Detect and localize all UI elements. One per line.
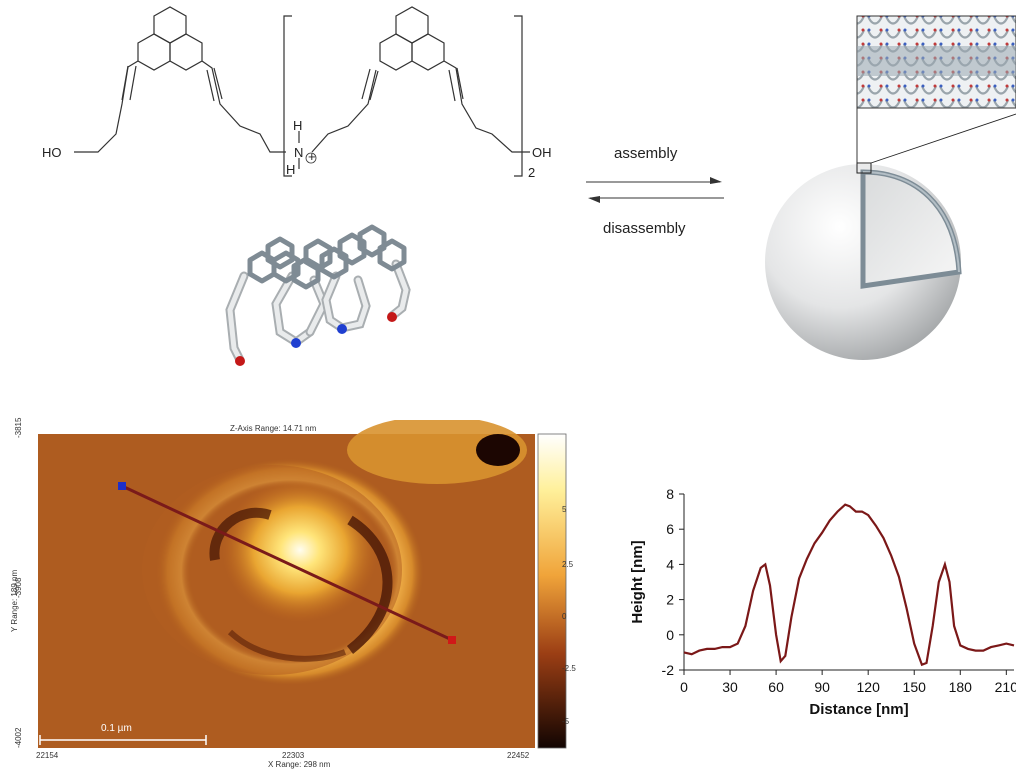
repeat-subscript: 2: [528, 165, 535, 180]
afm-height-image: [38, 420, 567, 749]
afm-x-tick-right: 22452: [507, 751, 530, 760]
afm-x-tick-mid: 22303: [282, 751, 305, 760]
x-tick-label: 0: [680, 679, 688, 695]
afm-x-axis-label: X Range: 298 nm: [268, 760, 331, 769]
x-tick-label: 30: [722, 679, 738, 695]
nitrogen-atom-1: [291, 338, 301, 348]
x-tick-label: 120: [857, 679, 881, 695]
afm-title: Z-Axis Range: 14.71 nm: [230, 424, 317, 433]
afm-y-axis-label: Y Range: 189 nm: [10, 569, 19, 632]
afm-x-tick-left: 22154: [36, 751, 59, 760]
profile-start-marker: [118, 482, 126, 490]
hydrogen-bottom-label: H: [286, 162, 295, 177]
scale-bar-label: 0.1 µm: [101, 723, 132, 734]
afm-y-tick-top: -3815: [14, 417, 23, 438]
vesicle-illustration: [765, 15, 1016, 360]
x-tick-label: 90: [814, 679, 830, 695]
colorbar-tick-neg-2-5: -2.5: [562, 664, 576, 673]
vesicle-center: [222, 478, 378, 622]
disassembly-label: disassembly: [603, 220, 686, 237]
height-profile-line: [683, 503, 1015, 667]
height-profile-chart: -2 0 2 4 6 8 0 30 60 90 120 150 180 210 Height [nm] D…: [629, 486, 1016, 718]
y-tick-label: 0: [666, 627, 674, 643]
x-tick-label: 210: [995, 679, 1016, 695]
colorbar-tick-neg-5: -5: [562, 717, 570, 726]
y-tick-label: 8: [666, 486, 674, 502]
nitrogen-atom-2: [337, 324, 347, 334]
hydrogen-top-label: H: [293, 118, 302, 133]
x-tick-label: 150: [903, 679, 927, 695]
equilibrium-arrows: [586, 177, 724, 203]
y-tick-label: 6: [666, 521, 674, 537]
y-tick-label: 4: [666, 556, 674, 572]
colorbar-tick-0: 0: [562, 612, 567, 621]
colorbar-tick-5: 5: [562, 505, 567, 514]
right-bottom-left-ring: [379, 33, 413, 71]
y-axis-label: Height [nm]: [629, 540, 646, 623]
afm-colorbar: [537, 433, 567, 749]
molecular-model: [225, 224, 411, 366]
left-bottom-right-ring: [169, 33, 203, 71]
chart-ticks: -2 0 2 4 6 8 0 30 60 90 120 150 180 210: [662, 486, 1016, 695]
nitrogen-label: N: [294, 145, 303, 160]
y-tick-label: 2: [666, 592, 674, 608]
profile-end-marker: [448, 636, 456, 644]
x-tick-label: 180: [949, 679, 973, 695]
assembly-label: assembly: [614, 145, 678, 162]
profile-line: [121, 484, 453, 642]
chart-axes: [683, 494, 1014, 671]
right-top-ring: [395, 6, 429, 44]
x-tick-label: 60: [768, 679, 784, 695]
terminal-right-label: OH: [532, 145, 552, 160]
positive-charge-circle: [305, 152, 317, 164]
oxygen-atom-right: [387, 312, 397, 322]
left-top-ring: [153, 6, 187, 44]
terminal-left-label: HO: [42, 145, 62, 160]
chemical-structure: HO H N + H OH 2 II: [42, 6, 552, 180]
vesicle-cutaway: [860, 169, 962, 289]
afm-y-tick-bottom: -4002: [14, 727, 23, 748]
y-tick-label: -2: [662, 662, 675, 678]
colorbar-tick-2-5: 2.5: [562, 560, 574, 569]
left-bottom-left-ring: [137, 33, 171, 71]
x-axis-label: Distance [nm]: [809, 701, 908, 718]
oxygen-atom-left: [235, 356, 245, 366]
charge-label: +: [308, 149, 316, 164]
right-bottom-right-ring: [411, 33, 445, 71]
